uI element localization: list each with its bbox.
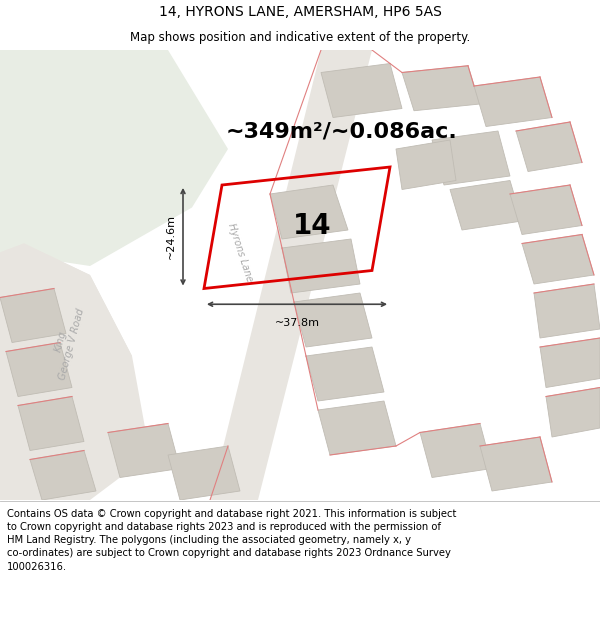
Polygon shape — [0, 289, 66, 342]
Polygon shape — [450, 181, 522, 230]
Polygon shape — [0, 244, 132, 500]
Polygon shape — [432, 131, 510, 185]
Text: 14, HYRONS LANE, AMERSHAM, HP6 5AS: 14, HYRONS LANE, AMERSHAM, HP6 5AS — [158, 6, 442, 19]
Text: Contains OS data © Crown copyright and database right 2021. This information is : Contains OS data © Crown copyright and d… — [7, 509, 457, 571]
Text: ~37.8m: ~37.8m — [275, 318, 320, 328]
Polygon shape — [321, 64, 402, 118]
Text: Hyrons Lane: Hyrons Lane — [226, 222, 254, 283]
Polygon shape — [306, 347, 384, 401]
Polygon shape — [30, 451, 96, 500]
Text: 14: 14 — [293, 211, 331, 239]
Text: King
George V Road: King George V Road — [46, 304, 86, 381]
Polygon shape — [318, 401, 396, 455]
Polygon shape — [282, 239, 360, 293]
Polygon shape — [168, 446, 240, 500]
Polygon shape — [270, 185, 348, 239]
Polygon shape — [0, 50, 228, 266]
Text: ~349m²/~0.086ac.: ~349m²/~0.086ac. — [226, 121, 458, 141]
Text: ~24.6m: ~24.6m — [166, 214, 176, 259]
Polygon shape — [108, 424, 180, 478]
Polygon shape — [210, 50, 372, 500]
Polygon shape — [396, 140, 456, 189]
Polygon shape — [510, 185, 582, 234]
Polygon shape — [516, 122, 582, 171]
Polygon shape — [0, 244, 150, 500]
Polygon shape — [294, 293, 372, 347]
Polygon shape — [6, 342, 72, 396]
Text: Map shows position and indicative extent of the property.: Map shows position and indicative extent… — [130, 31, 470, 44]
Polygon shape — [522, 234, 594, 284]
Polygon shape — [402, 66, 480, 111]
Polygon shape — [540, 338, 600, 388]
Polygon shape — [420, 424, 492, 478]
Polygon shape — [534, 284, 600, 338]
Polygon shape — [480, 437, 552, 491]
Polygon shape — [474, 77, 552, 126]
Polygon shape — [546, 388, 600, 437]
Polygon shape — [18, 396, 84, 451]
